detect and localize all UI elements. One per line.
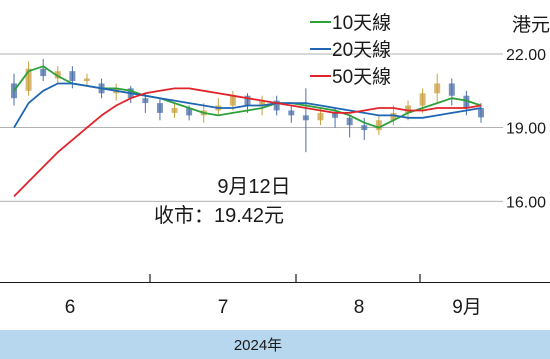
candle-body-4 xyxy=(69,71,76,81)
x-tick-label-sep: 9月 xyxy=(452,297,482,318)
y-tick-label-0: 22.00 xyxy=(506,47,546,64)
candle-body-30 xyxy=(448,83,455,96)
annotation-close: 收市：19.42元 xyxy=(154,204,284,227)
candle-body-26 xyxy=(390,112,397,121)
candle-body-12 xyxy=(186,108,193,116)
candle-body-9 xyxy=(142,98,149,104)
y-tick-label-2: 16.00 xyxy=(506,194,546,211)
candle-body-29 xyxy=(434,83,441,94)
candle-body-10 xyxy=(156,103,163,113)
unit-label: 港元 xyxy=(512,14,550,36)
x-axis: 6 7 8 9月 xyxy=(0,274,550,318)
candle-body-1 xyxy=(25,68,32,91)
x-tick-label-aug: 8 xyxy=(354,297,365,318)
candle-body-23 xyxy=(346,117,353,126)
candle-body-31 xyxy=(463,95,470,108)
candle-body-11 xyxy=(171,108,178,113)
annotation-date: 9月12日 xyxy=(217,176,290,198)
candle-body-16 xyxy=(244,95,251,106)
legend-label-ma10: 10天線 xyxy=(332,12,391,34)
y-tick-label-1: 19.00 xyxy=(506,121,546,138)
ma-line-3 xyxy=(13,87,482,198)
candle-body-24 xyxy=(361,125,368,131)
candle-body-18 xyxy=(273,100,280,111)
candle-body-32 xyxy=(478,108,484,118)
legend-label-ma50: 50天線 xyxy=(332,66,391,88)
candle-body-17 xyxy=(259,100,266,106)
candle-body-3 xyxy=(54,71,61,79)
x-tick-label-jul: 7 xyxy=(218,297,229,318)
moving-average-lines xyxy=(13,65,482,198)
candle-body-25 xyxy=(375,120,382,131)
candle-body-15 xyxy=(229,95,236,106)
candle-body-5 xyxy=(83,78,90,81)
candle-body-22 xyxy=(332,112,339,118)
legend: 10天線 20天線 50天線 xyxy=(310,12,391,88)
legend-label-ma20: 20天線 xyxy=(332,39,391,61)
candle-body-0 xyxy=(11,83,17,99)
x-tick-label-jun: 6 xyxy=(65,297,76,318)
year-band xyxy=(0,330,550,359)
grid-lines xyxy=(0,53,503,202)
candle-body-21 xyxy=(317,112,324,121)
candle-body-2 xyxy=(40,68,47,77)
candle-body-19 xyxy=(288,110,295,116)
candle-body-20 xyxy=(302,115,309,121)
candle-body-27 xyxy=(405,105,412,113)
candle-body-28 xyxy=(419,93,426,106)
ma-line-2 xyxy=(13,82,482,129)
year-label: 2024年 xyxy=(234,337,282,354)
y-axis-ticks: 22.00 19.00 16.00 xyxy=(506,47,546,211)
